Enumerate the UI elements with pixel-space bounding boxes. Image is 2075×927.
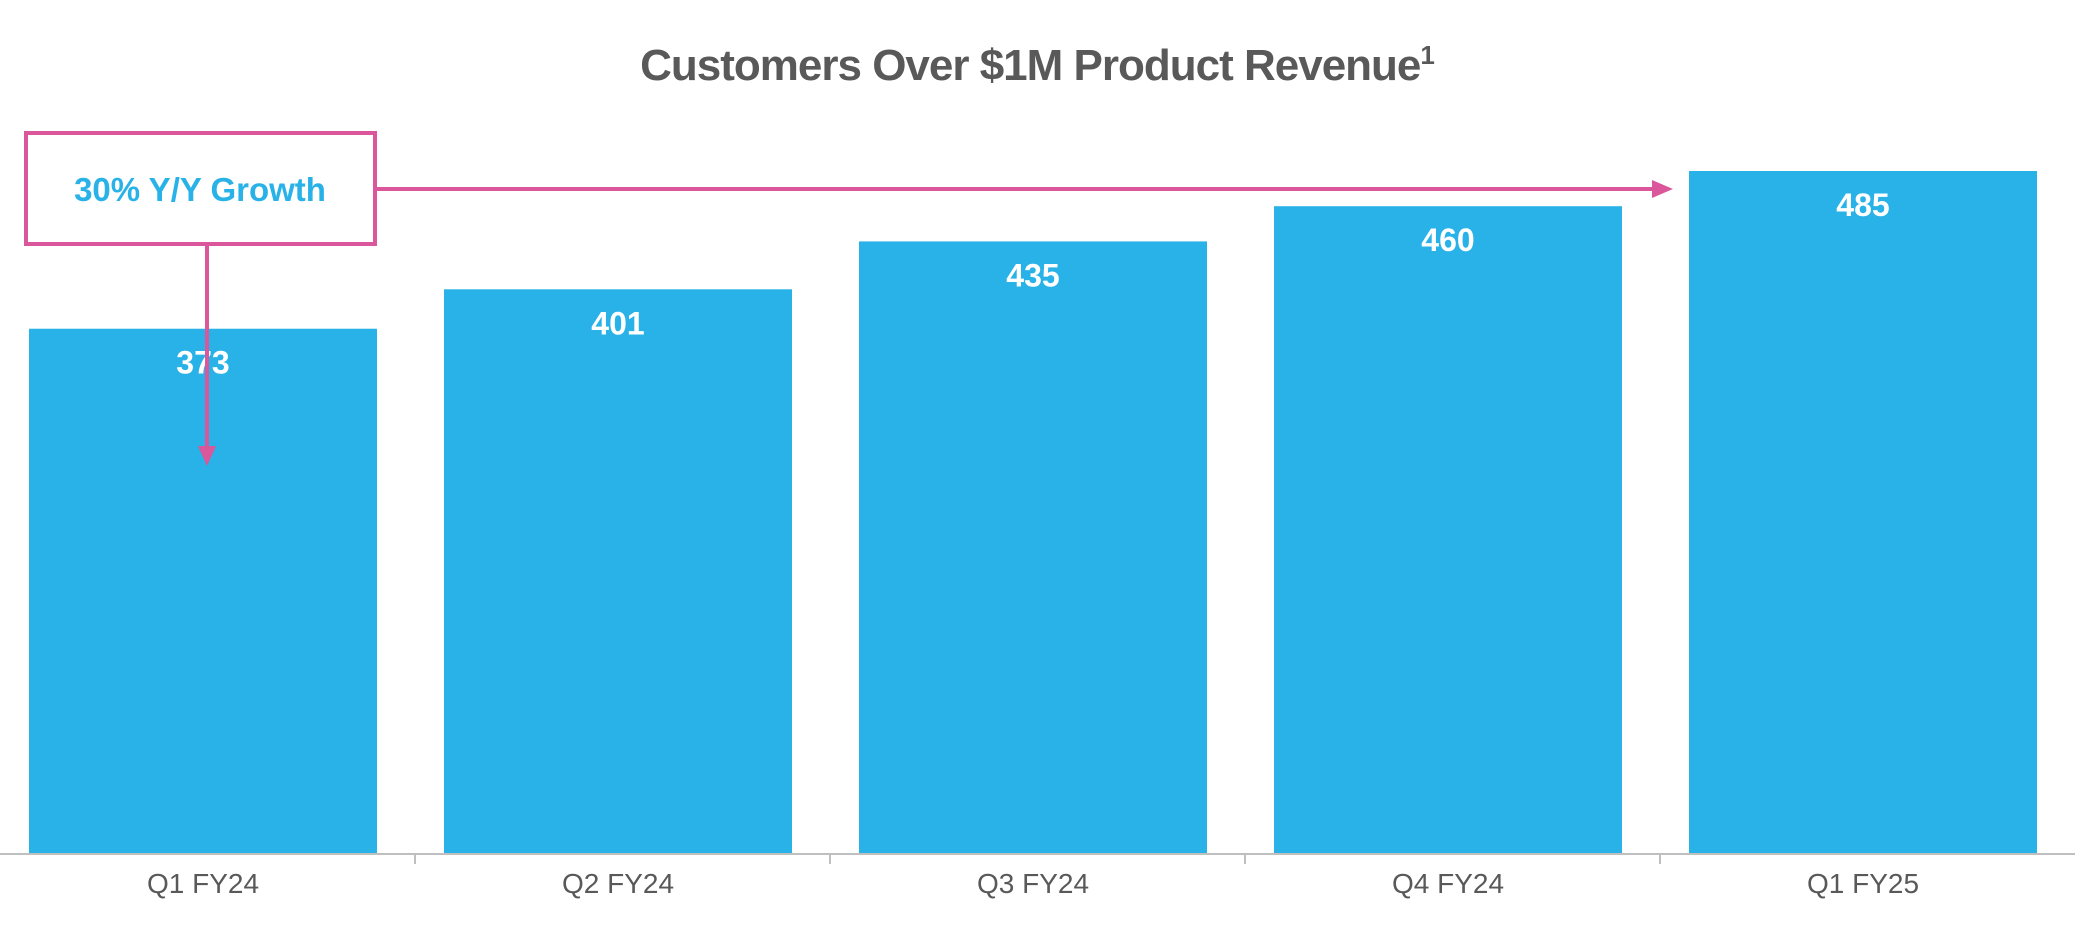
chart-title-footnote: 1 bbox=[1420, 40, 1434, 70]
bar-value-label: 373 bbox=[176, 345, 229, 381]
growth-callout: 30% Y/Y Growth bbox=[24, 131, 1673, 466]
x-axis-tick-labels: Q1 FY24 Q2 FY24 Q3 FY24 Q4 FY24 Q1 FY25 bbox=[147, 868, 1919, 899]
x-tick-label: Q2 FY24 bbox=[562, 868, 674, 899]
bar-q1-fy24 bbox=[29, 328, 377, 854]
bars-group: 373 401 435 460 485 bbox=[29, 171, 2037, 855]
bar-q3-fy24 bbox=[859, 241, 1207, 855]
x-axis-ticks bbox=[414, 854, 1661, 864]
x-tick-label: Q3 FY24 bbox=[977, 868, 1089, 899]
callout-arrowhead-down bbox=[198, 446, 216, 466]
callout-box bbox=[24, 131, 377, 246]
callout-text: 30% Y/Y Growth bbox=[74, 171, 326, 208]
x-tick-label: Q1 FY24 bbox=[147, 868, 259, 899]
bar-value-label: 485 bbox=[1836, 187, 1889, 223]
x-tick-label: Q4 FY24 bbox=[1392, 868, 1504, 899]
bar-q2-fy24 bbox=[444, 289, 792, 854]
bar-q1-fy25 bbox=[1689, 171, 2037, 854]
chart-title-text: Customers Over $1M Product Revenue bbox=[640, 41, 1420, 90]
bar-value-label: 460 bbox=[1421, 222, 1474, 258]
bar-value-label: 435 bbox=[1006, 257, 1059, 293]
bar-q4-fy24 bbox=[1274, 206, 1622, 855]
callout-arrowhead-right bbox=[1652, 180, 1673, 198]
chart-title: Customers Over $1M Product Revenue1 bbox=[640, 40, 1434, 90]
bar-value-label: 401 bbox=[591, 305, 644, 341]
x-tick-label: Q1 FY25 bbox=[1807, 868, 1919, 899]
